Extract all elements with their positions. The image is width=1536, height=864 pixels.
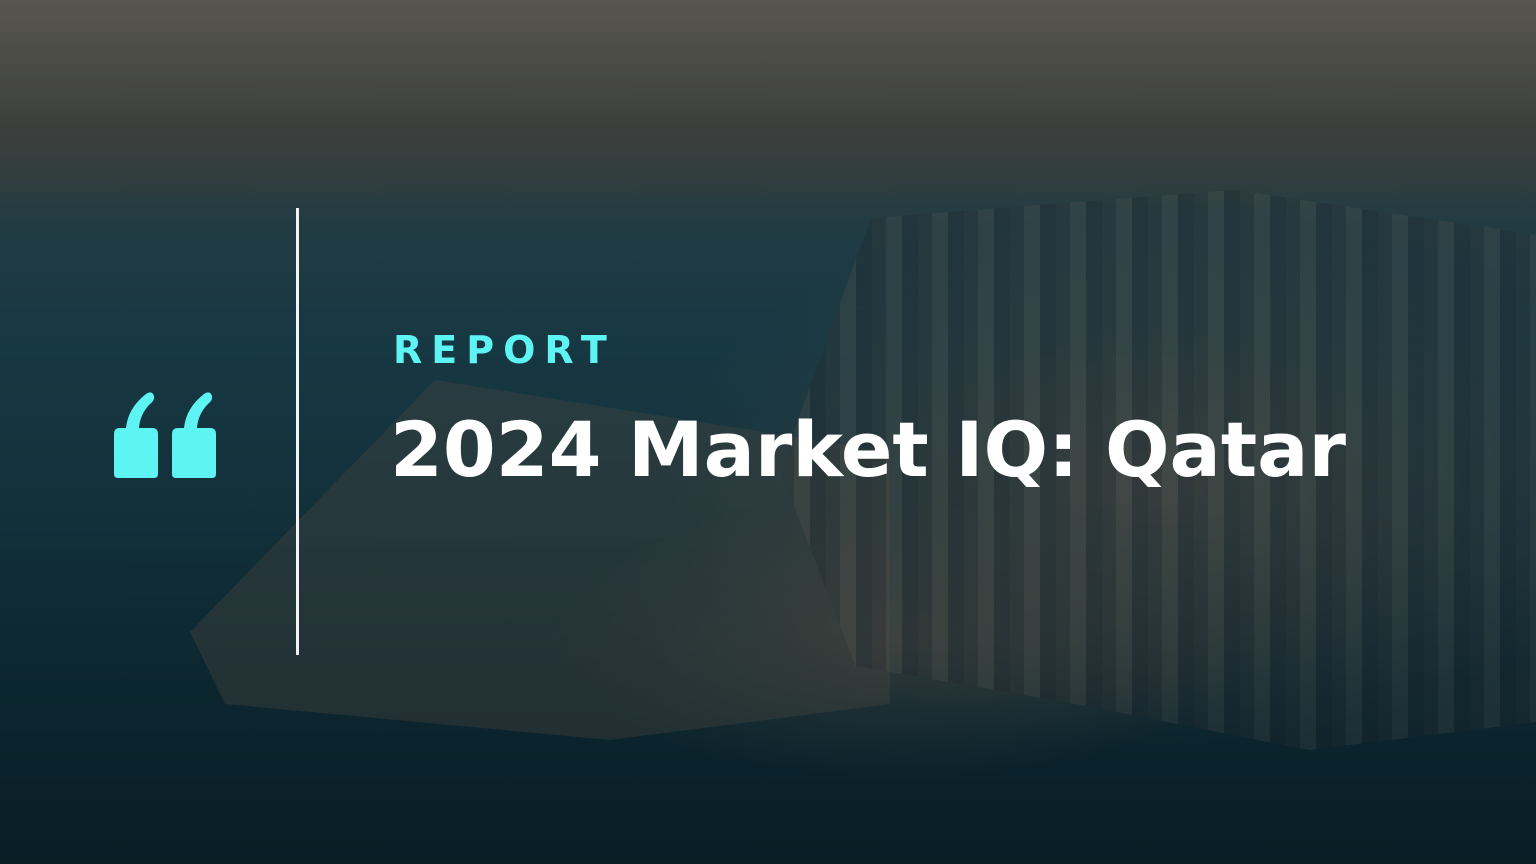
report-label: REPORT	[393, 328, 616, 372]
background-land	[0, 0, 1536, 220]
background-skyline	[780, 190, 1536, 750]
page-title: 2024 Market IQ: Qatar	[390, 405, 1346, 494]
vertical-divider	[296, 208, 299, 655]
quote-mark-icon	[114, 392, 216, 478]
